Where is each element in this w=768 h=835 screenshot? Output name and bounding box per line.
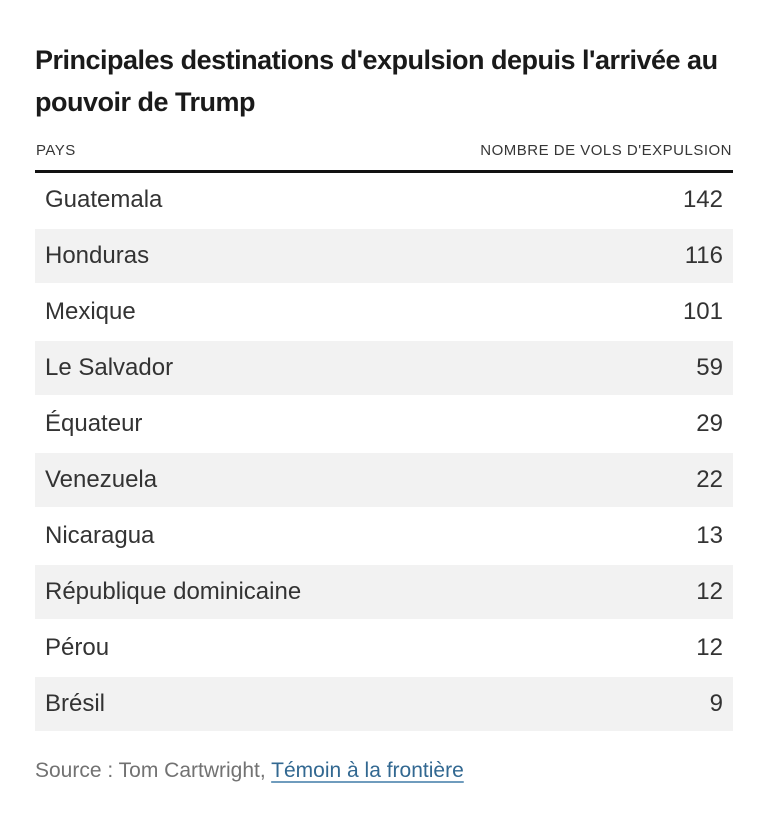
source-prefix: Source : Tom Cartwright, <box>35 758 272 782</box>
column-header-country: PAYS <box>36 141 76 159</box>
table-row: Guatemala 142 <box>35 172 733 229</box>
value-cell: 13 <box>696 521 723 549</box>
value-cell: 59 <box>696 353 723 381</box>
table-row: Venezuela 22 <box>35 452 733 509</box>
table-body: Guatemala 142 Honduras 116 Mexique 101 L… <box>35 172 733 733</box>
table-row: Équateur 29 <box>35 396 733 453</box>
country-cell: République dominicaine <box>45 577 302 605</box>
table-row: Le Salvador 59 <box>35 340 733 397</box>
table-row: République dominicaine 12 <box>35 564 733 621</box>
country-cell: Équateur <box>45 409 143 437</box>
value-cell: 101 <box>682 297 723 325</box>
country-cell: Nicaragua <box>45 521 155 549</box>
country-cell: Brésil <box>45 689 106 717</box>
table-row: Nicaragua 13 <box>35 508 733 565</box>
country-cell: Pérou <box>45 633 110 661</box>
table-graphic: Principales destinations d'expulsion dep… <box>35 45 733 783</box>
country-cell: Venezuela <box>45 465 158 493</box>
value-cell: 12 <box>696 577 723 605</box>
column-header-value: NOMBRE DE VOLS D'EXPULSION <box>480 141 732 159</box>
value-cell: 29 <box>696 409 723 437</box>
table-row: Mexique 101 <box>35 284 733 341</box>
country-cell: Mexique <box>45 297 136 325</box>
country-cell: Le Salvador <box>45 353 174 381</box>
table-row: Brésil 9 <box>35 676 733 733</box>
value-cell: 142 <box>682 185 723 213</box>
source-link[interactable]: Témoin à la frontière <box>271 758 464 782</box>
source-note: Source : Tom Cartwright, Témoin à la fro… <box>35 759 733 783</box>
value-cell: 12 <box>696 633 723 661</box>
value-cell: 22 <box>696 465 723 493</box>
value-cell: 9 <box>709 689 723 717</box>
value-cell: 116 <box>684 241 723 269</box>
column-header-row: PAYS NOMBRE DE VOLS D'EXPULSION <box>35 142 733 173</box>
table-row: Honduras 116 <box>35 228 733 285</box>
country-cell: Guatemala <box>45 185 163 213</box>
page-title: Principales destinations d'expulsion dep… <box>35 45 718 117</box>
table-row: Pérou 12 <box>35 620 733 677</box>
country-cell: Honduras <box>45 241 150 269</box>
